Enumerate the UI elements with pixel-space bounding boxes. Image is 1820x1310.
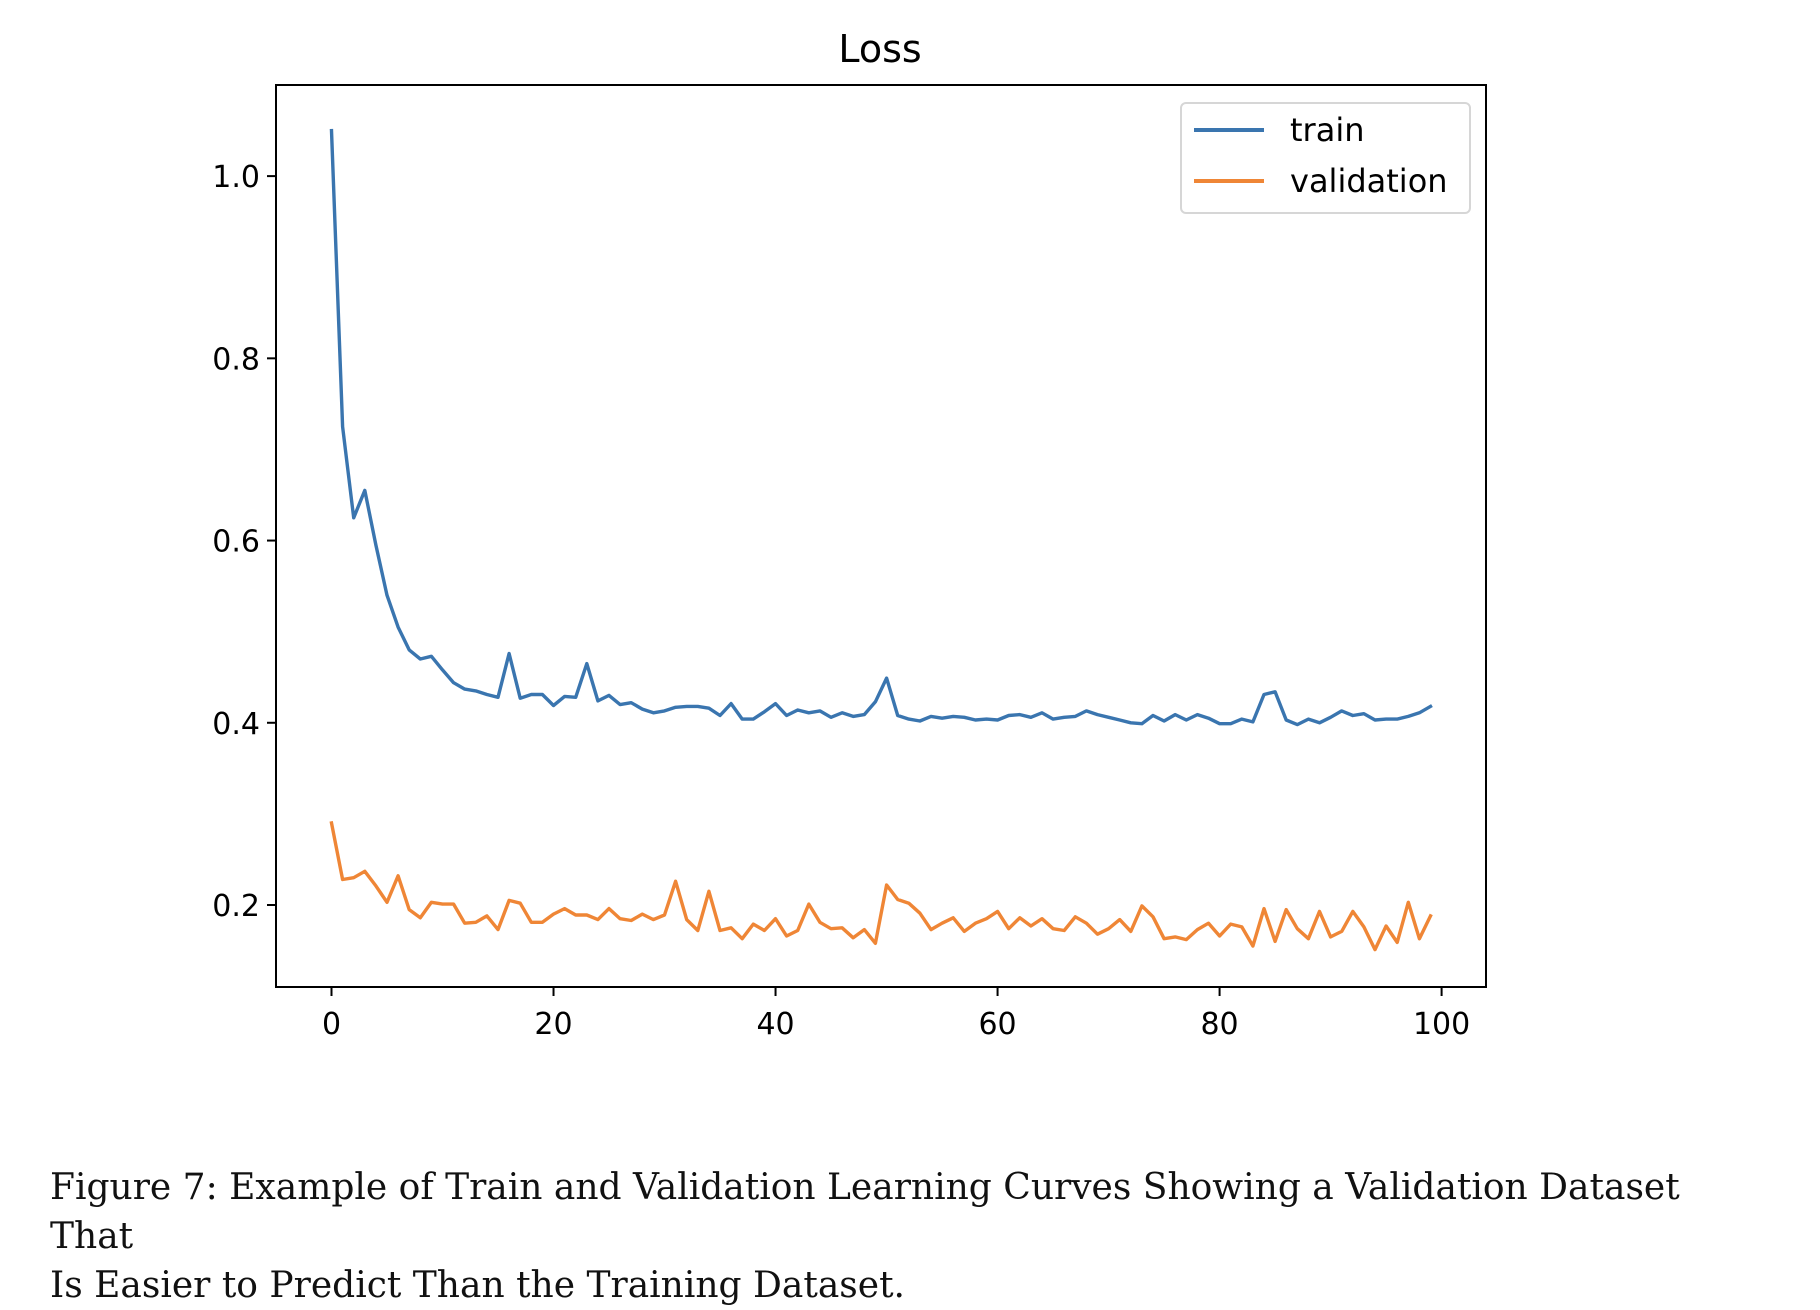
caption-line-2: Is Easier to Predict Than the Training D… <box>50 1265 905 1306</box>
legend: train validation <box>1180 102 1471 214</box>
y-tick-label: 1.0 <box>212 160 260 195</box>
series-line-train <box>329 128 1433 727</box>
x-tick-label: 20 <box>534 1007 572 1042</box>
series-lines <box>329 128 1433 952</box>
y-tick-label: 0.4 <box>212 707 260 742</box>
x-tick-label: 80 <box>1200 1007 1238 1042</box>
series-line-validation <box>329 821 1433 952</box>
x-axis-ticks: 0 20 40 60 80 100 <box>322 987 1470 1042</box>
y-tick-label: 0.8 <box>212 342 260 377</box>
chart-title: Loss <box>838 27 921 71</box>
plot-frame <box>275 84 1487 988</box>
legend-train-label: train <box>1290 111 1364 149</box>
legend-validation-label: validation <box>1290 162 1448 200</box>
figure-caption: Figure 7: Example of Train and Validatio… <box>50 1163 1770 1310</box>
x-tick-label: 100 <box>1413 1007 1470 1042</box>
x-tick-label: 0 <box>322 1007 341 1042</box>
y-tick-label: 0.6 <box>212 525 260 560</box>
caption-line-1: Figure 7: Example of Train and Validatio… <box>50 1167 1680 1257</box>
y-tick-label: 0.2 <box>212 889 260 924</box>
loss-chart: Loss 0.2 0.4 0.6 0.8 1.0 0 20 40 60 80 100 train … <box>212 27 1487 1042</box>
y-axis-ticks: 0.2 0.4 0.6 0.8 1.0 <box>212 160 276 924</box>
x-tick-label: 60 <box>978 1007 1016 1042</box>
x-tick-label: 40 <box>756 1007 794 1042</box>
